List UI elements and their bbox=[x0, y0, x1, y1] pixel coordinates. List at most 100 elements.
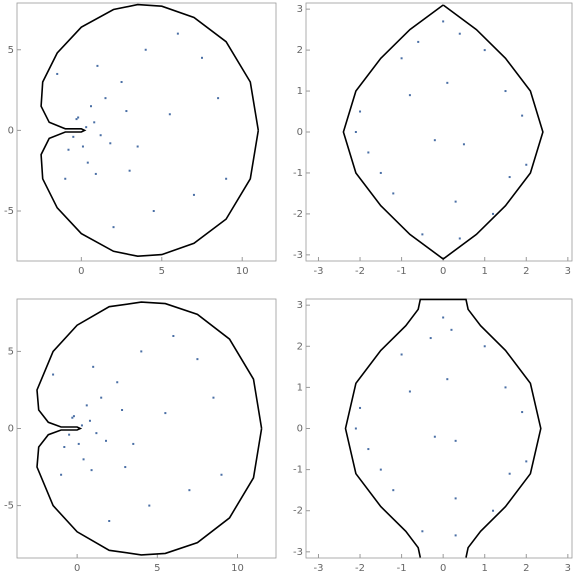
y-tick-label: 5 bbox=[8, 45, 14, 56]
point bbox=[454, 534, 457, 537]
point bbox=[72, 135, 75, 138]
point bbox=[164, 412, 167, 415]
point bbox=[392, 192, 395, 195]
point bbox=[454, 497, 457, 500]
point bbox=[504, 386, 507, 389]
point bbox=[124, 466, 127, 469]
point bbox=[168, 113, 171, 116]
point bbox=[140, 350, 143, 353]
point bbox=[81, 145, 84, 148]
point bbox=[64, 177, 67, 180]
boundary-curve bbox=[36, 301, 263, 556]
point bbox=[192, 193, 195, 196]
point bbox=[492, 212, 495, 215]
y-tick-label: 0 bbox=[297, 127, 303, 138]
point bbox=[504, 90, 507, 93]
x-tick-label: -3 bbox=[313, 563, 323, 574]
y-tick-label: 5 bbox=[8, 346, 14, 357]
point bbox=[128, 169, 131, 172]
point bbox=[367, 151, 370, 154]
x-tick-label: 10 bbox=[236, 266, 249, 277]
x-tick-label: 5 bbox=[159, 266, 165, 277]
point bbox=[525, 163, 528, 166]
point bbox=[96, 64, 99, 67]
point bbox=[152, 210, 155, 213]
point bbox=[90, 469, 93, 472]
point bbox=[94, 172, 97, 175]
point bbox=[379, 468, 382, 471]
point bbox=[458, 32, 461, 35]
point bbox=[483, 49, 486, 52]
point bbox=[212, 396, 215, 399]
point bbox=[446, 378, 449, 381]
x-tick-label: 0 bbox=[74, 563, 80, 574]
x-tick-label: -1 bbox=[397, 266, 407, 277]
point bbox=[508, 176, 511, 179]
point bbox=[217, 97, 220, 100]
point bbox=[105, 439, 108, 442]
x-tick-label: 0 bbox=[440, 266, 446, 277]
point bbox=[90, 105, 92, 108]
plot-frame bbox=[16, 2, 277, 262]
x-tick-label: 1 bbox=[482, 266, 488, 277]
point bbox=[359, 110, 362, 113]
point bbox=[136, 145, 139, 148]
point bbox=[442, 316, 445, 319]
y-tick-label: 0 bbox=[297, 424, 303, 435]
point bbox=[67, 148, 70, 151]
y-tick-label: -2 bbox=[293, 209, 303, 220]
point bbox=[100, 396, 103, 399]
point bbox=[417, 40, 420, 43]
point bbox=[442, 20, 445, 23]
point bbox=[421, 530, 424, 533]
y-tick-label: 3 bbox=[297, 300, 303, 311]
point bbox=[86, 161, 89, 164]
point bbox=[196, 358, 199, 361]
point bbox=[421, 233, 424, 236]
point bbox=[508, 472, 511, 475]
plot-frame bbox=[16, 298, 277, 559]
point bbox=[359, 406, 362, 409]
point bbox=[354, 131, 357, 133]
y-tick-label: -3 bbox=[293, 547, 303, 558]
y-tick-label: -1 bbox=[293, 465, 303, 476]
point bbox=[525, 460, 528, 463]
point bbox=[521, 114, 524, 117]
point bbox=[99, 134, 102, 137]
point bbox=[85, 126, 88, 129]
point bbox=[483, 345, 486, 348]
y-tick-label: -5 bbox=[4, 501, 14, 512]
point bbox=[63, 446, 66, 448]
point bbox=[92, 365, 95, 368]
point bbox=[148, 504, 151, 507]
point bbox=[116, 381, 119, 384]
point bbox=[446, 81, 449, 84]
point bbox=[77, 442, 80, 445]
point bbox=[521, 411, 524, 414]
point bbox=[450, 328, 453, 331]
x-tick-label: 0 bbox=[440, 563, 446, 574]
point bbox=[112, 226, 115, 229]
x-tick-label: 0 bbox=[78, 266, 84, 277]
plot-frame bbox=[305, 2, 573, 262]
point bbox=[392, 489, 395, 492]
point bbox=[120, 81, 123, 84]
point bbox=[462, 143, 465, 146]
point bbox=[125, 110, 128, 113]
point bbox=[433, 435, 436, 438]
point bbox=[367, 448, 370, 451]
x-tick-label: 2 bbox=[523, 563, 529, 574]
point bbox=[144, 48, 147, 51]
point bbox=[379, 171, 382, 174]
point bbox=[429, 337, 432, 340]
x-tick-label: 3 bbox=[565, 563, 571, 574]
point bbox=[93, 121, 96, 124]
point bbox=[492, 509, 495, 512]
point bbox=[188, 489, 191, 492]
point bbox=[132, 442, 135, 445]
x-tick-label: -2 bbox=[355, 266, 365, 277]
point bbox=[82, 458, 85, 461]
point bbox=[433, 139, 436, 142]
y-tick-label: -1 bbox=[293, 168, 303, 179]
